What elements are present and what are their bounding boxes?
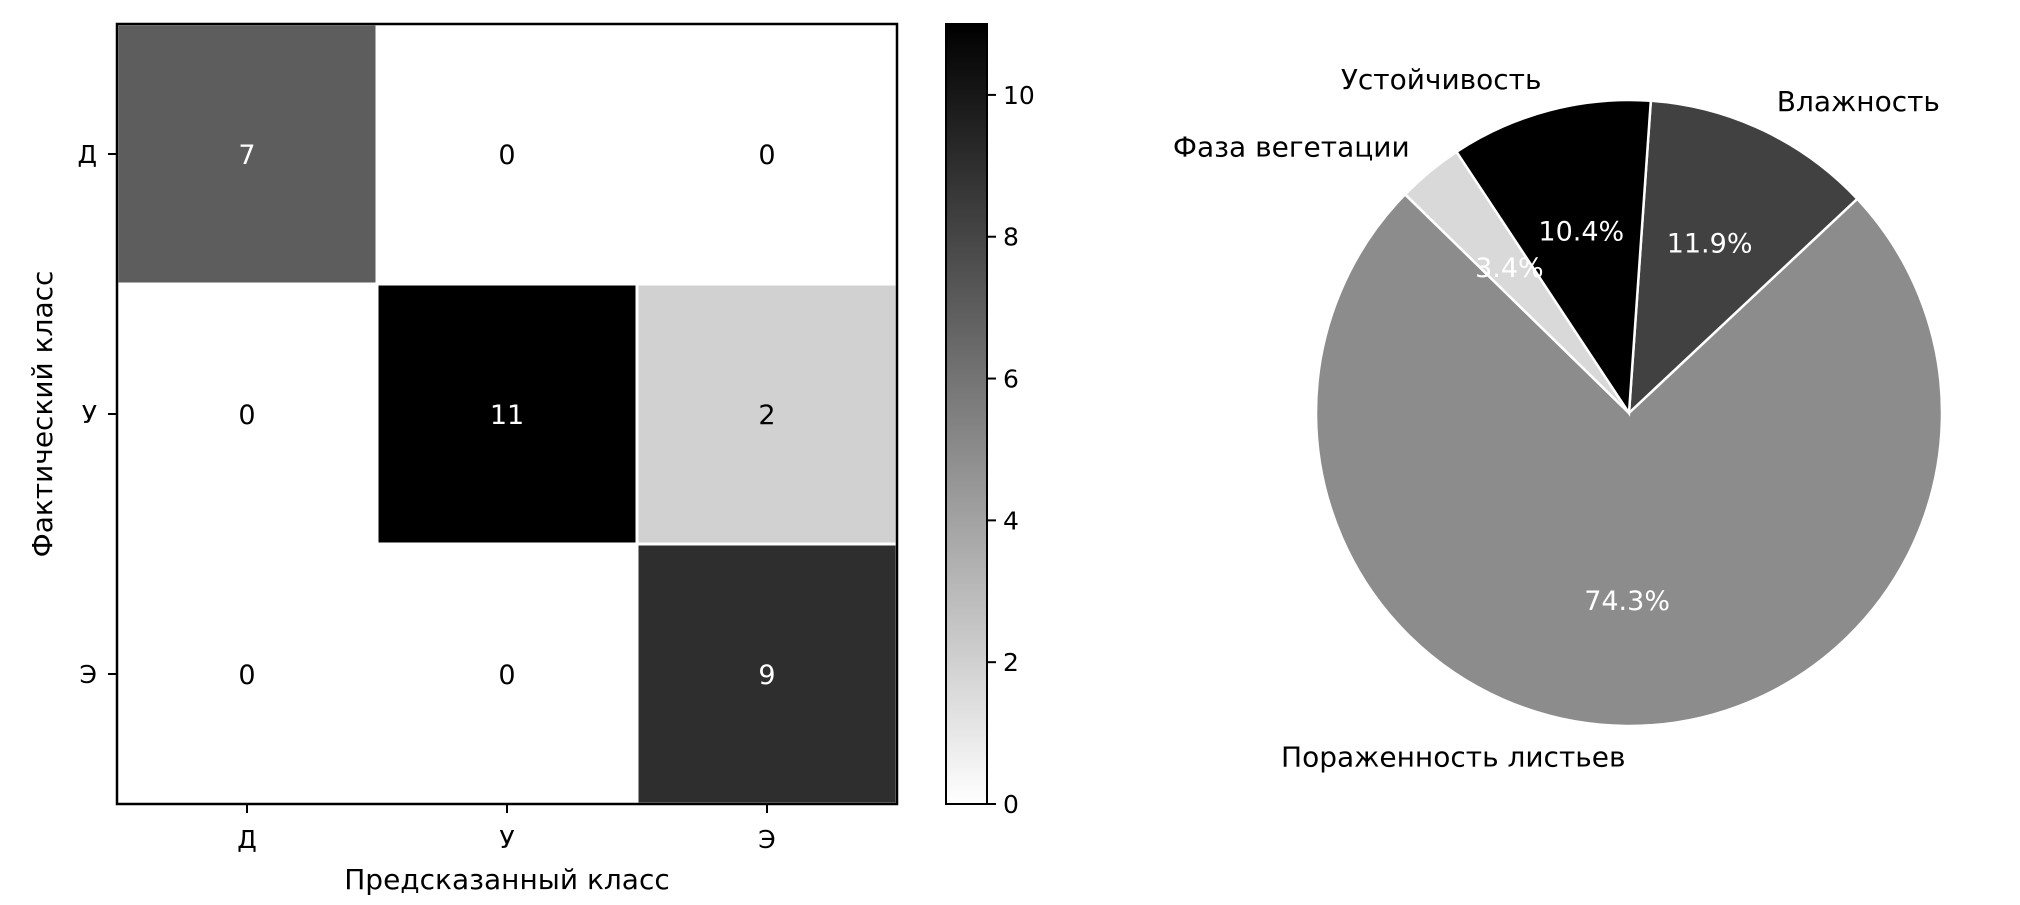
y-tick-label: Д bbox=[77, 140, 97, 169]
confusion-matrix-heatmap: 7 0 0 0 11 2 0 0 9 Д У Э Д У Э Предсказанный класс Ф… bbox=[26, 22, 899, 896]
heatmap-cell-value: 0 bbox=[238, 400, 255, 431]
pie-slice bbox=[1627, 99, 1860, 417]
heatmap-cell bbox=[635, 282, 899, 546]
heatmap-cell-value: 11 bbox=[490, 400, 524, 431]
heatmap-cell-value: 0 bbox=[758, 140, 775, 171]
heatmap-cell-value: 9 bbox=[758, 660, 775, 691]
colorbar-tick-label: 0 bbox=[1003, 790, 1019, 819]
heatmap-cell-value: 2 bbox=[758, 400, 775, 431]
y-tick-label: Э bbox=[80, 660, 97, 689]
heatmap-cell bbox=[115, 22, 379, 286]
pie-slice-label: Фаза вегетации bbox=[1173, 131, 1410, 164]
pie-slices bbox=[1314, 98, 1944, 728]
heatmap-y-ticks: Д У Э bbox=[77, 140, 117, 689]
pie-slice bbox=[1314, 192, 1944, 728]
pie-slice-label: Влажность bbox=[1777, 85, 1940, 118]
pie-slice-label: Устойчивость bbox=[1341, 63, 1542, 96]
heatmap-cells: 7 0 0 0 11 2 0 0 9 bbox=[115, 22, 899, 806]
heatmap-y-axis-label: Фактический класс bbox=[26, 271, 59, 558]
colorbar-gradient bbox=[945, 23, 988, 805]
colorbar-tick-label: 6 bbox=[1003, 365, 1019, 394]
heatmap-cell bbox=[115, 282, 379, 546]
colorbar-ticks: 0 2 4 6 8 10 bbox=[987, 81, 1035, 819]
pie-slice-label: Пораженность листьев bbox=[1281, 740, 1625, 773]
heatmap-cell-value: 0 bbox=[498, 660, 515, 691]
pie-slice bbox=[1454, 98, 1653, 417]
colorbar-tick-label: 8 bbox=[1003, 223, 1019, 252]
heatmap-cell bbox=[375, 282, 639, 546]
heatmap-cell-value: 7 bbox=[238, 140, 255, 171]
colorbar-tick-label: 4 bbox=[1003, 506, 1019, 535]
pie-slice-percent: 10.4% bbox=[1538, 216, 1624, 247]
colorbar: 0 2 4 6 8 10 bbox=[945, 23, 1035, 819]
pie-slice-percent: 11.9% bbox=[1667, 228, 1753, 259]
pie-labels: Влажность 11.9% Пораженность листьев 74.3% Ф… bbox=[1173, 63, 1940, 773]
heatmap-cell-value: 0 bbox=[238, 660, 255, 691]
y-tick-label: У bbox=[82, 400, 97, 429]
pie-slice-percent: 74.3% bbox=[1584, 586, 1670, 617]
colorbar-tick-label: 10 bbox=[1003, 81, 1035, 110]
pie-chart: Влажность 11.9% Пораженность листьев 74.3% Ф… bbox=[1173, 63, 1944, 773]
x-tick-label: У bbox=[499, 825, 514, 854]
heatmap-cell bbox=[375, 22, 639, 286]
colorbar-tick-label: 2 bbox=[1003, 648, 1019, 677]
x-tick-label: Д bbox=[237, 825, 257, 854]
heatmap-cell-value: 0 bbox=[498, 140, 515, 171]
heatmap-cell bbox=[375, 542, 639, 806]
pie-slice-percent: 3.4% bbox=[1475, 253, 1544, 284]
x-tick-label: Э bbox=[758, 825, 775, 854]
heatmap-x-axis-label: Предсказанный класс bbox=[344, 863, 670, 896]
